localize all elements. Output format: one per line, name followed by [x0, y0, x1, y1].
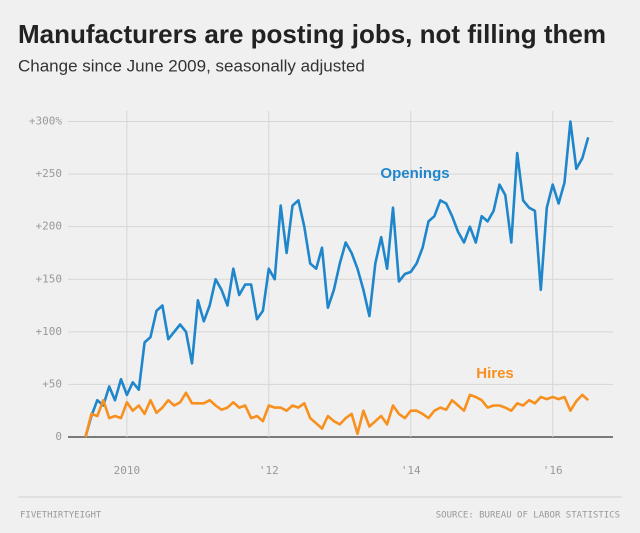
x-tick-label: '16 [543, 464, 563, 477]
series-label: Openings [380, 165, 449, 182]
series-label: Hires [476, 365, 514, 382]
source: SOURCE: BUREAU OF LABOR STATISTICS [436, 511, 620, 521]
y-tick-label: 0 [55, 430, 62, 443]
line-series [84, 120, 590, 438]
y-tick-label: +300% [29, 115, 62, 128]
y-tick-label: +150 [36, 272, 63, 285]
y-tick-label: +250 [36, 167, 63, 180]
y-tick-label: +50 [42, 377, 62, 390]
line-series [84, 391, 590, 438]
x-tick-label: '12 [259, 464, 279, 477]
y-tick-label: +100 [36, 325, 63, 338]
brand: FIVETHIRTYEIGHT [20, 511, 102, 521]
chart-subtitle: Change since June 2009, seasonally adjus… [18, 56, 365, 75]
x-tick-label: 2010 [114, 464, 141, 477]
x-tick-label: '14 [401, 464, 421, 477]
y-tick-label: +200 [36, 220, 63, 233]
chart-title: Manufacturers are posting jobs, not fill… [18, 19, 606, 49]
